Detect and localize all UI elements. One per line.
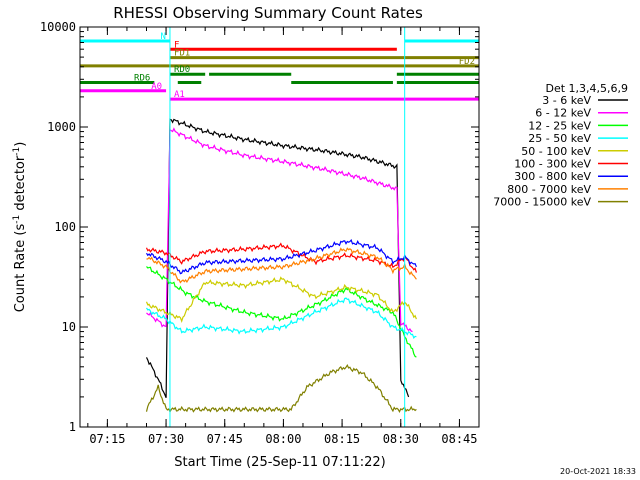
y-axis-label-sup2: -1	[12, 147, 22, 156]
flag-label-fd2: FD2	[459, 57, 475, 67]
flag-label-fd1: FD1	[174, 49, 190, 59]
flag-label-a0: A0	[151, 82, 162, 92]
series-line-50-100-kev	[145, 276, 417, 324]
legend-label-7000-15000-kev: 7000 - 15000 keV	[493, 196, 591, 209]
chart-title: RHESSI Observing Summary Count Rates	[113, 4, 423, 22]
legend-label-50-100-kev: 50 - 100 keV	[521, 145, 591, 158]
timestamp: 20-Oct-2021 18:33	[560, 467, 636, 476]
series-lines	[145, 118, 417, 414]
legend-label-6-12-kev: 6 - 12 keV	[535, 107, 591, 120]
flag-label-rd0: RD0	[174, 65, 190, 75]
legend-title: Det 1,3,4,5,6,9	[545, 82, 628, 95]
flag-label-f: F	[174, 40, 179, 50]
series-line-100-300-kev	[145, 242, 417, 273]
series-line-7000-15000-kev	[145, 363, 417, 414]
x-axis-label: Start Time (25-Sep-11 07:11:22)	[174, 455, 385, 470]
legend-label-800-7000-kev: 800 - 7000 keV	[507, 183, 591, 196]
x-tick-label: 08:00	[265, 432, 301, 446]
y-axis-label-sup1: -1	[12, 215, 22, 224]
y-axis-label: Count Rate (s-1 detector-1)	[12, 142, 28, 313]
y-axis-label-main: Count Rate (s	[13, 224, 28, 313]
x-tick-label: 08:30	[383, 432, 419, 446]
y-tick-label: 100	[54, 220, 76, 234]
y-tick-label: 10000	[40, 20, 76, 34]
y-tick-label: 10	[62, 320, 76, 334]
legend-label-12-25-kev: 12 - 25 keV	[528, 119, 591, 132]
x-tick-label: 08:45	[441, 432, 477, 446]
series-line-12-25-kev	[146, 266, 417, 358]
flag-label-n: N	[161, 32, 166, 42]
y-axis-label-end: )	[13, 142, 28, 147]
y-tick-label: 1	[69, 420, 76, 434]
legend-label-25-50-kev: 25 - 50 keV	[528, 132, 591, 145]
flag-label-rd6: RD6	[134, 74, 150, 84]
legend-label-300-800-kev: 300 - 800 keV	[514, 170, 591, 183]
legend-label-3-6-kev: 3 - 6 keV	[542, 94, 591, 107]
y-axis-label-mid: detector	[13, 155, 28, 215]
series-line-300-800-kev	[145, 238, 417, 275]
boundary-lines	[169, 27, 406, 427]
series-line-800-7000-kev	[146, 247, 417, 284]
plot-frame	[79, 26, 480, 428]
flag-label-a1: A1	[174, 90, 185, 100]
x-tick-label: 07:15	[89, 432, 125, 446]
series-line-6-12-kev	[146, 127, 413, 333]
legend-label-100-300-kev: 100 - 300 keV	[514, 158, 591, 171]
x-tick-label: 07:30	[148, 432, 184, 446]
x-tick-label: 07:45	[207, 432, 243, 446]
series-line-3-6-kev	[145, 118, 410, 399]
axes: 1 10 100 1000 10000 07:15 07:30 07:45 08:00 08:15…	[40, 20, 480, 446]
series-line-25-50-kev	[145, 297, 417, 340]
x-tick-label: 08:15	[324, 432, 360, 446]
y-tick-label: 1000	[47, 120, 76, 134]
